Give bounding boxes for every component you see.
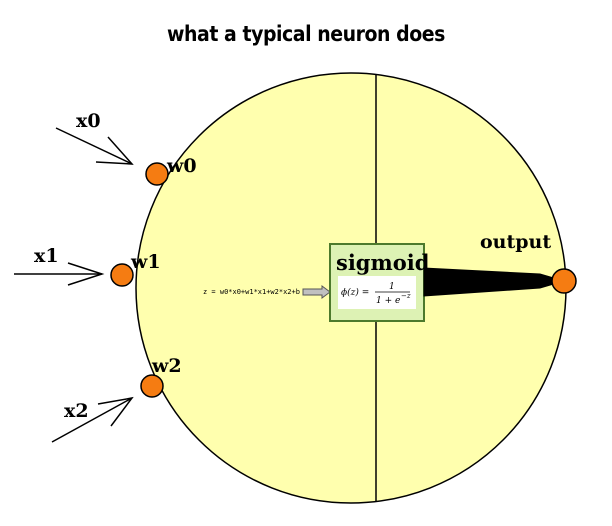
- weight-label-w1: w1: [130, 251, 161, 273]
- diagram-title: what a typical neuron does: [167, 22, 445, 46]
- weight-node-w1: [110, 263, 134, 287]
- sigmoid-label: sigmoid: [336, 250, 430, 275]
- weight-label-w2: w2: [151, 355, 182, 377]
- svg-text:ϕ(z) =: ϕ(z) =: [341, 287, 369, 298]
- sigmoid-denominator: 1 + e: [376, 296, 400, 306]
- input-label-x0: x0: [76, 110, 101, 132]
- sigmoid-formula-panel: [338, 276, 416, 309]
- sum-to-sigmoid-arrow: [302, 285, 331, 299]
- input-arrow-x2: [51, 396, 134, 443]
- input-arrow-x1: [14, 262, 105, 286]
- sigmoid-formula: ϕ(z) = 1 1 + e −z: [341, 282, 411, 306]
- weight-node-w0: [145, 162, 169, 186]
- weighted-sum-formula: z = w0*x0+w1*x1+w2*x2+b: [203, 288, 300, 296]
- output-node: [551, 268, 577, 294]
- sigmoid-exponent: −z: [401, 292, 411, 300]
- input-label-x2: x2: [64, 400, 89, 422]
- weight-node-w2: [140, 374, 164, 398]
- output-label: output: [480, 231, 551, 253]
- input-label-x1: x1: [34, 245, 59, 267]
- sigmoid-numerator: 1: [389, 282, 395, 292]
- input-arrow-x0: [55, 127, 134, 165]
- weight-label-w0: w0: [166, 155, 197, 177]
